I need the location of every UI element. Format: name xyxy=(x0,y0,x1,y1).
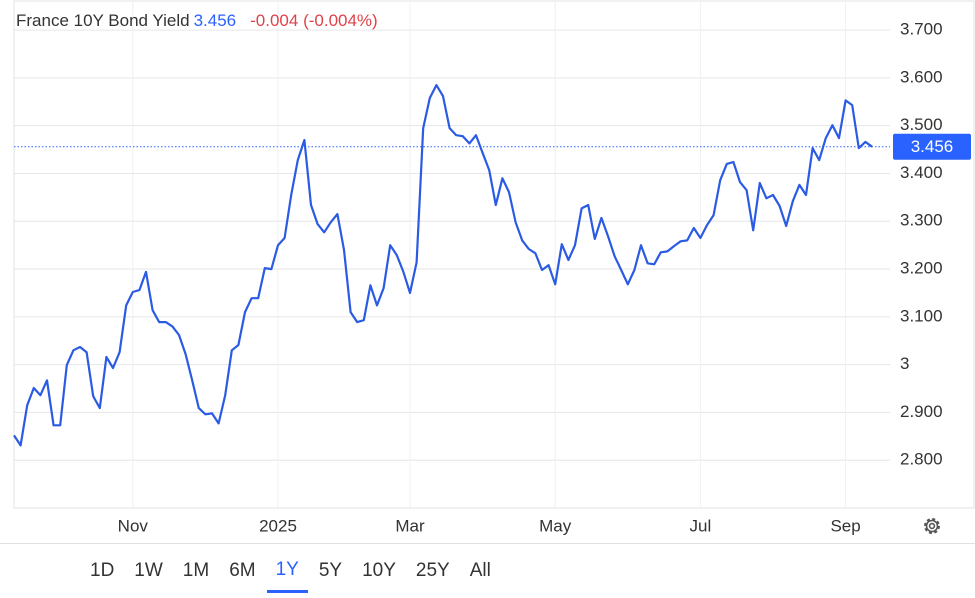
range-button[interactable]: 1D xyxy=(81,549,123,593)
range-button[interactable]: 5Y xyxy=(310,549,351,593)
range-button[interactable]: 10Y xyxy=(353,549,405,593)
y-tick-label: 3.600 xyxy=(900,67,943,86)
range-button[interactable]: All xyxy=(461,549,500,593)
x-tick-label: May xyxy=(539,516,572,535)
range-button[interactable]: 1M xyxy=(174,549,218,593)
last-value-badge-label: 3.456 xyxy=(911,137,954,156)
plot-frame xyxy=(13,0,975,509)
x-tick-label: Nov xyxy=(118,516,149,535)
header: France 10Y Bond Yield 3.456 -0.004 (-0.004… xyxy=(16,11,378,31)
title: France 10Y Bond Yield xyxy=(16,11,190,30)
y-tick-label: 3.500 xyxy=(900,115,943,134)
settings-icon[interactable] xyxy=(924,518,940,534)
range-button[interactable]: 1W xyxy=(125,549,172,593)
chart: 2.800 2.900 3 3.100 3.200 3.300 3.400 3.500 3.60… xyxy=(13,0,975,535)
range-button[interactable]: 6M xyxy=(220,549,264,593)
last-value-badge xyxy=(893,133,971,160)
y-tick-label: 3 xyxy=(900,354,909,373)
y-tick-label: 3.300 xyxy=(900,211,943,230)
x-tick-label: Sep xyxy=(830,516,860,535)
y-tick-label: 2.800 xyxy=(900,450,943,469)
x-tick-label: Mar xyxy=(395,516,425,535)
gear-hub xyxy=(928,522,936,530)
x-tick-label: 2025 xyxy=(259,516,297,535)
y-tick-label: 3.200 xyxy=(900,259,943,278)
x-tick-label: Jul xyxy=(690,516,712,535)
y-tick-label: 3.700 xyxy=(900,20,943,39)
range-button[interactable]: 25Y xyxy=(407,549,459,593)
series-line xyxy=(13,84,873,447)
gear-body xyxy=(925,519,939,533)
y-tick-label: 3.400 xyxy=(900,163,943,182)
range-bar: 1D 1W 1M 6M 1Y 5Y 10Y 25Y All xyxy=(0,543,975,598)
y-tick-label: 3.100 xyxy=(900,306,943,325)
last-value: 3.456 xyxy=(193,11,237,30)
y-tick-label: 2.900 xyxy=(900,402,943,421)
change: -0.004 (-0.004%) xyxy=(250,11,378,30)
range-button[interactable]: 1Y xyxy=(266,549,308,593)
gear-teeth xyxy=(924,518,940,534)
